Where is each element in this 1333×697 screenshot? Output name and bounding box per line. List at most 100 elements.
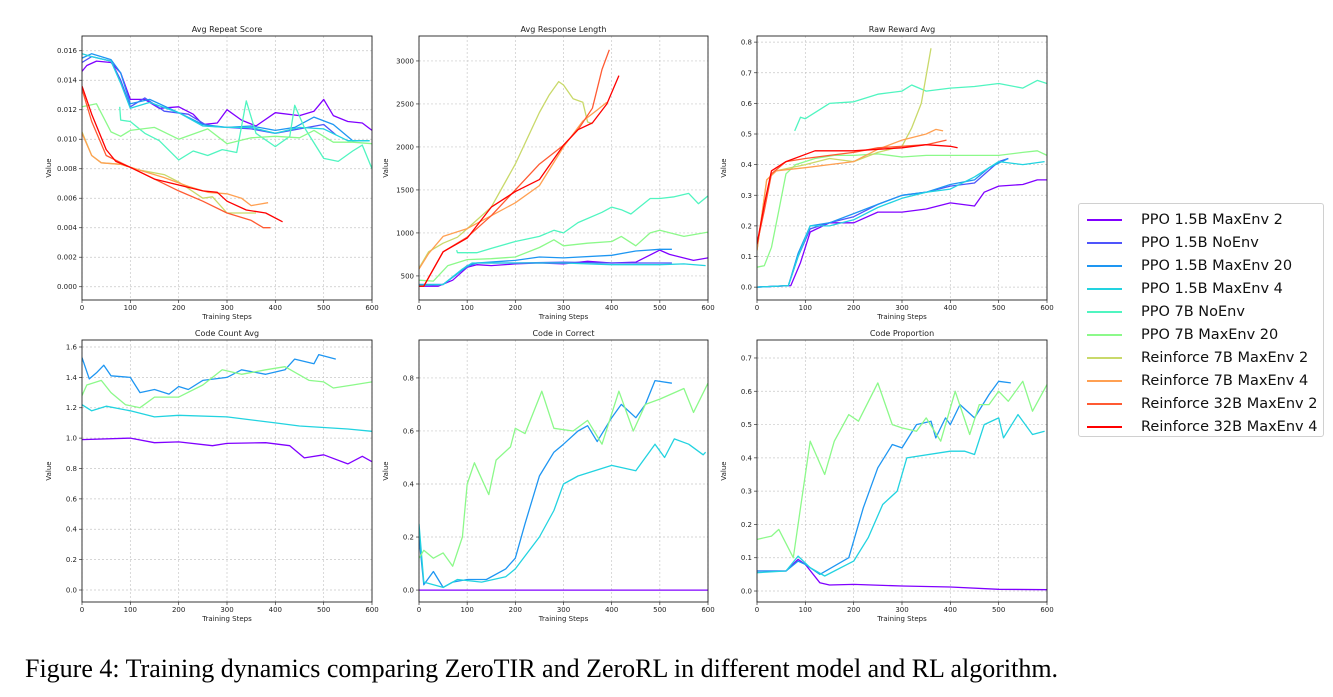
chart-panel: 0 100 200 300 400 500 600 0.0 0.2 0.4 0.6 0.8 1.0 1.2… xyxy=(45,329,379,623)
legend-swatch xyxy=(1087,402,1122,405)
y-tick-label: 0.8 xyxy=(741,39,752,47)
x-tick-label: 500 xyxy=(653,606,666,614)
y-tick-label: 500 xyxy=(401,272,414,280)
series-line-ppo-1-5b-maxenv-4 xyxy=(757,160,1045,288)
x-tick-label: 200 xyxy=(847,304,860,312)
y-tick-label: 0.0 xyxy=(66,587,77,595)
x-tick-label: 400 xyxy=(269,606,282,614)
chart-panel: 0 100 200 300 400 500 600 0.0 0.2 0.4 0.6 0.8 Code i… xyxy=(382,329,715,623)
y-tick-label: 0.0 xyxy=(741,284,752,292)
x-tick-label: 100 xyxy=(799,606,812,614)
series-line-ppo-1-5b-maxenv-4 xyxy=(419,262,706,287)
x-tick-label: 500 xyxy=(317,304,330,312)
series-line-ppo-7b-maxenv-20 xyxy=(757,150,1047,268)
series-line-reinforce-7b-maxenv-2 xyxy=(82,131,256,214)
y-tick-label: 0.2 xyxy=(66,556,77,564)
legend-label: PPO 1.5B MaxEnv 2 xyxy=(1141,211,1283,228)
legend-swatch xyxy=(1087,241,1122,244)
y-axis-label: Value xyxy=(382,158,390,177)
y-tick-label: 0.3 xyxy=(741,488,752,496)
series-line-ppo-7b-maxenv-20 xyxy=(419,382,708,567)
y-tick-label: 0.010 xyxy=(57,136,77,144)
y-axis-label: Value xyxy=(720,461,728,480)
x-tick-label: 400 xyxy=(944,304,957,312)
legend-swatch xyxy=(1087,333,1122,336)
figure-caption: Figure 4: Training dynamics comparing Ze… xyxy=(25,654,1059,683)
chart-title: Avg Repeat Score xyxy=(192,25,263,34)
series-line-ppo-1-5b-maxenv-4 xyxy=(757,413,1045,577)
legend-swatch xyxy=(1087,287,1122,290)
series-line-reinforce-32b-maxenv-4 xyxy=(757,144,958,245)
series-line-ppo-1-5b-maxenv-2 xyxy=(757,558,1047,591)
x-tick-label: 200 xyxy=(172,606,185,614)
y-tick-label: 0.000 xyxy=(57,283,77,291)
y-tick-label: 0.0 xyxy=(403,587,414,595)
x-tick-label: 300 xyxy=(557,304,570,312)
x-tick-label: 300 xyxy=(220,606,233,614)
x-tick-label: 400 xyxy=(605,304,618,312)
y-axis-label: Value xyxy=(45,158,53,177)
y-tick-label: 2500 xyxy=(396,100,414,108)
legend-label: PPO 7B MaxEnv 20 xyxy=(1141,326,1279,343)
series-line-reinforce-32b-maxenv-2 xyxy=(757,139,947,245)
y-tick-label: 0.004 xyxy=(57,224,78,232)
x-tick-label: 600 xyxy=(701,606,714,614)
series-line-ppo-1-5b-maxenv-20 xyxy=(82,53,370,142)
plot-frame xyxy=(756,339,1048,603)
legend-label: PPO 1.5B MaxEnv 4 xyxy=(1141,280,1283,297)
legend-item: PPO 1.5B MaxEnv 4 xyxy=(1087,277,1323,300)
series-line-ppo-1-5b-maxenv-2 xyxy=(82,437,372,465)
series-line-ppo-1-5b-maxenv-20 xyxy=(82,353,336,395)
series-line-reinforce-7b-maxenv-4 xyxy=(82,133,269,207)
y-tick-label: 0.006 xyxy=(57,195,78,203)
series-line-ppo-1-5b-maxenv-4 xyxy=(419,438,707,589)
x-tick-label: 300 xyxy=(895,304,908,312)
series-line-reinforce-7b-maxenv-2 xyxy=(419,80,593,269)
x-tick-label: 600 xyxy=(1040,606,1053,614)
legend-item: Reinforce 7B MaxEnv 2 xyxy=(1087,346,1323,369)
y-tick-label: 0.2 xyxy=(741,222,752,230)
y-tick-label: 0.1 xyxy=(741,253,752,261)
x-tick-label: 100 xyxy=(460,304,473,312)
legend-swatch xyxy=(1087,425,1122,428)
y-tick-label: 0.4 xyxy=(403,480,415,488)
series-line-ppo-7b-noenv xyxy=(455,192,708,254)
chart-panel: 0 100 200 300 400 500 600 0.000 0.002 0.004 0.006 0… xyxy=(45,25,379,321)
legend: PPO 1.5B MaxEnv 2 PPO 1.5B NoEnv PPO 1.5… xyxy=(1078,203,1324,437)
y-tick-label: 0.4 xyxy=(741,454,753,462)
x-axis-label: Training Steps xyxy=(538,313,589,321)
legend-label: Reinforce 7B MaxEnv 2 xyxy=(1141,349,1309,366)
x-tick-label: 400 xyxy=(269,304,282,312)
x-tick-label: 0 xyxy=(417,606,421,614)
series-line-reinforce-32b-maxenv-4 xyxy=(419,75,620,287)
x-tick-label: 400 xyxy=(605,606,618,614)
chart-panel: 0 100 200 300 400 500 600 0.0 0.1 0.2 0.3 0.4 0.5 0.6… xyxy=(720,329,1054,623)
plot-frame xyxy=(418,339,709,603)
x-tick-label: 300 xyxy=(895,606,908,614)
series-line-reinforce-32b-maxenv-2 xyxy=(82,88,271,229)
y-tick-label: 0.6 xyxy=(741,100,753,108)
x-tick-label: 200 xyxy=(847,606,860,614)
chart-panel: 0 100 200 300 400 500 600 500 1000 1500 2000 2500 30… xyxy=(382,25,715,321)
legend-label: Reinforce 7B MaxEnv 4 xyxy=(1141,372,1309,389)
x-tick-label: 500 xyxy=(992,606,1005,614)
series-line-ppo-1-5b-maxenv-20 xyxy=(419,248,672,286)
legend-label: PPO 7B NoEnv xyxy=(1141,303,1245,320)
x-tick-label: 500 xyxy=(992,304,1005,312)
legend-item: Reinforce 7B MaxEnv 4 xyxy=(1087,369,1323,392)
legend-swatch xyxy=(1087,379,1122,382)
y-axis-label: Value xyxy=(45,461,53,480)
legend-item: PPO 1.5B MaxEnv 2 xyxy=(1087,208,1323,231)
y-tick-label: 1.2 xyxy=(66,404,77,412)
legend-item: PPO 1.5B MaxEnv 20 xyxy=(1087,254,1323,277)
legend-item: PPO 7B MaxEnv 20 xyxy=(1087,323,1323,346)
series-line-reinforce-7b-maxenv-4 xyxy=(757,128,944,251)
series-line-ppo-7b-maxenv-20 xyxy=(82,103,372,145)
legend-swatch xyxy=(1087,218,1122,221)
x-tick-label: 600 xyxy=(1040,304,1053,312)
y-tick-label: 0.4 xyxy=(741,161,753,169)
y-tick-label: 0.002 xyxy=(57,254,77,262)
y-tick-label: 1.0 xyxy=(66,435,77,443)
y-tick-label: 1.6 xyxy=(66,343,78,351)
y-tick-label: 1.4 xyxy=(66,374,78,382)
